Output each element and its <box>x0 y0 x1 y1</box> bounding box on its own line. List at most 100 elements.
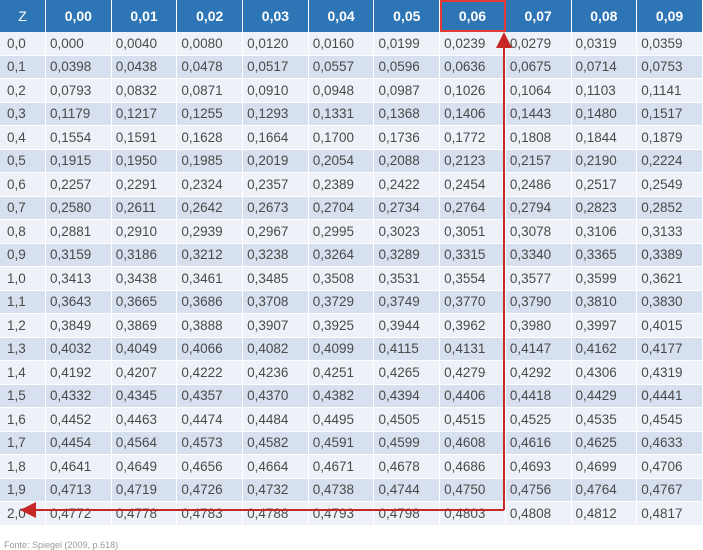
table-cell: 0,4656 <box>177 455 244 479</box>
row-z-value: 0,3 <box>0 102 46 126</box>
table-cell: 0,4649 <box>111 455 178 479</box>
table-cell: 0,2995 <box>308 220 375 244</box>
table-cell: 0,0910 <box>243 79 309 103</box>
table-cell: 0,1064 <box>505 79 572 103</box>
header-col-7: 0,06 <box>440 0 506 32</box>
table-cell: 0,2257 <box>46 173 112 197</box>
table-cell: 0,2642 <box>177 196 244 220</box>
table-cell: 0,2454 <box>440 173 506 197</box>
table-cell: 0,2794 <box>505 196 572 220</box>
table-cell: 0,0517 <box>243 55 309 79</box>
table-cell: 0,4608 <box>440 431 506 455</box>
table-cell: 0,4319 <box>637 361 703 385</box>
table-cell: 0,4767 <box>637 478 703 502</box>
table-cell: 0,3078 <box>505 220 572 244</box>
table-cell: 0,4756 <box>505 478 572 502</box>
table-cell: 0,0557 <box>308 55 375 79</box>
table-cell: 0,3770 <box>440 290 506 314</box>
table-cell: 0,4641 <box>46 455 112 479</box>
row-z-value: 0,8 <box>0 220 46 244</box>
table-cell: 0,0596 <box>374 55 441 79</box>
row-z-value: 0,0 <box>0 32 46 56</box>
table-cell: 0,2967 <box>243 220 309 244</box>
table-cell: 0,2019 <box>243 149 309 173</box>
table-cell: 0,4357 <box>177 384 244 408</box>
table-cell: 0,4713 <box>46 478 112 502</box>
table-cell: 0,4599 <box>374 431 441 455</box>
table-cell: 0,4591 <box>308 431 375 455</box>
table-cell: 0,2611 <box>111 196 178 220</box>
table-row: 0,9 0,3159 0,3186 0,3212 0,3238 0,3264 0,3289 0… <box>0 243 703 267</box>
table-cell: 0,2190 <box>571 149 638 173</box>
table-cell: 0,4265 <box>374 361 441 385</box>
table-cell: 0,3749 <box>374 290 441 314</box>
table-cell: 0,2054 <box>308 149 375 173</box>
table-cell: 0,4131 <box>440 337 506 361</box>
table-cell: 0,3508 <box>308 267 375 291</box>
table-cell: 0,4236 <box>243 361 309 385</box>
table-cell: 0,4750 <box>440 478 506 502</box>
table-cell: 0,3708 <box>243 290 309 314</box>
header-col-2: 0,01 <box>111 0 178 32</box>
table-row: 2,0 0,4772 0,4778 0,4783 0,4788 0,4793 0,4798 0… <box>0 502 703 526</box>
table-cell: 0,3665 <box>111 290 178 314</box>
table-row: 1,9 0,4713 0,4719 0,4726 0,4732 0,4738 0,4744 0… <box>0 478 703 502</box>
table-cell: 0,0160 <box>308 32 375 56</box>
table-row: 0,7 0,2580 0,2611 0,2642 0,2673 0,2704 0,2734 0… <box>0 196 703 220</box>
table-cell: 0,4764 <box>571 478 638 502</box>
table-row: 1,0 0,3413 0,3438 0,3461 0,3485 0,3508 0,3531 0… <box>0 267 703 291</box>
table-cell: 0,1591 <box>111 126 178 150</box>
row-z-value: 0,4 <box>0 126 46 150</box>
table-cell: 0,1664 <box>243 126 309 150</box>
table-cell: 0,4772 <box>46 502 112 526</box>
table-cell: 0,2939 <box>177 220 244 244</box>
table-cell: 0,0080 <box>177 32 244 56</box>
table-row: 0,8 0,2881 0,2910 0,2939 0,2967 0,2995 0,3023 0… <box>0 220 703 244</box>
table-cell: 0,3997 <box>571 314 638 338</box>
table-cell: 0,4803 <box>440 502 506 526</box>
table-cell: 0,3315 <box>440 243 506 267</box>
table-cell: 0,0987 <box>374 79 441 103</box>
table-cell: 0,4744 <box>374 478 441 502</box>
table-cell: 0,3238 <box>243 243 309 267</box>
row-z-value: 1,7 <box>0 431 46 455</box>
table-cell: 0,4147 <box>505 337 572 361</box>
table-cell: 0,4525 <box>505 408 572 432</box>
table-cell: 0,1103 <box>571 79 638 103</box>
table-cell: 0,2549 <box>637 173 703 197</box>
table-cell: 0,4192 <box>46 361 112 385</box>
table-cell: 0,2389 <box>308 173 375 197</box>
table-cell: 0,4719 <box>111 478 178 502</box>
table-cell: 0,3289 <box>374 243 441 267</box>
table-cell: 0,4394 <box>374 384 441 408</box>
table-cell: 0,1844 <box>571 126 638 150</box>
table-cell: 0,2157 <box>505 149 572 173</box>
table-cell: 0,1808 <box>505 126 572 150</box>
table-cell: 0,1141 <box>637 79 703 103</box>
row-z-value: 0,2 <box>0 79 46 103</box>
table-cell: 0,1406 <box>440 102 506 126</box>
header-col-3: 0,02 <box>177 0 244 32</box>
table-cell: 0,2580 <box>46 196 112 220</box>
table-cell: 0,3869 <box>111 314 178 338</box>
table-cell: 0,2123 <box>440 149 506 173</box>
table-cell: 0,4817 <box>637 502 703 526</box>
row-z-value: 1,1 <box>0 290 46 314</box>
table-cell: 0,0793 <box>46 79 112 103</box>
table-cell: 0,0438 <box>111 55 178 79</box>
table-cell: 0,3023 <box>374 220 441 244</box>
table-row: 1,6 0,4452 0,4463 0,4474 0,4484 0,4495 0,4505 0… <box>0 408 703 432</box>
table-cell: 0,4032 <box>46 337 112 361</box>
table-cell: 0,1026 <box>440 79 506 103</box>
table-cell: 0,3186 <box>111 243 178 267</box>
table-cell: 0,2324 <box>177 173 244 197</box>
header-col-6: 0,05 <box>374 0 441 32</box>
header-col-4: 0,03 <box>243 0 309 32</box>
row-z-value: 1,5 <box>0 384 46 408</box>
table-cell: 0,3790 <box>505 290 572 314</box>
table-cell: 0,4177 <box>637 337 703 361</box>
table-cell: 0,4066 <box>177 337 244 361</box>
row-z-value: 2,0 <box>0 502 46 526</box>
table-cell: 0,3264 <box>308 243 375 267</box>
table-cell: 0,4545 <box>637 408 703 432</box>
